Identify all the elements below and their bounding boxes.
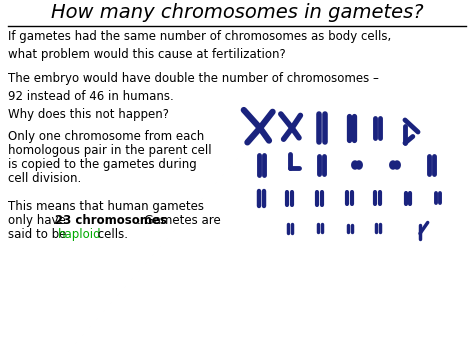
Text: How many chromosomes in gametes?: How many chromosomes in gametes?: [51, 3, 423, 22]
Text: 23 chromosomes: 23 chromosomes: [55, 214, 167, 227]
Text: homologous pair in the parent cell: homologous pair in the parent cell: [8, 144, 211, 157]
Text: is copied to the gametes during: is copied to the gametes during: [8, 158, 197, 171]
Text: only have: only have: [8, 214, 70, 227]
Text: . Gametes are: . Gametes are: [137, 214, 221, 227]
Text: cell division.: cell division.: [8, 172, 81, 185]
Text: Why does this not happen?: Why does this not happen?: [8, 108, 169, 121]
Text: The embryo would have double the number of chromosomes –
92 instead of 46 in hum: The embryo would have double the number …: [8, 72, 379, 103]
Text: said to be: said to be: [8, 228, 70, 241]
Text: If gametes had the same number of chromosomes as body cells,
what problem would : If gametes had the same number of chromo…: [8, 30, 391, 61]
Text: Only one chromosome from each: Only one chromosome from each: [8, 130, 204, 143]
Text: cells.: cells.: [94, 228, 128, 241]
Text: This means that human gametes: This means that human gametes: [8, 200, 204, 213]
Text: haploid: haploid: [58, 228, 101, 241]
